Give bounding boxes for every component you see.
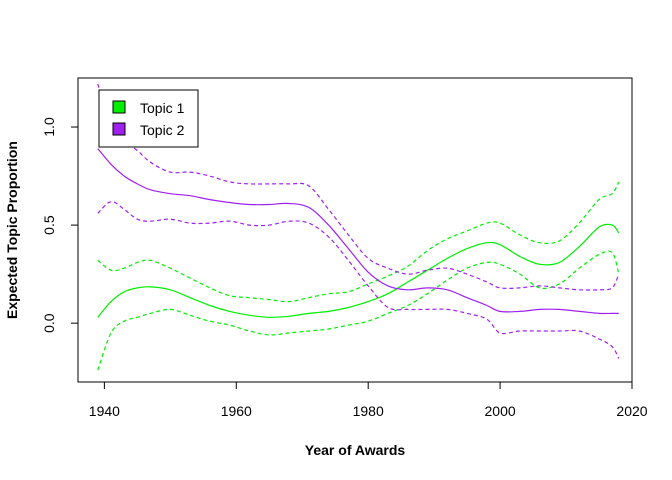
y-axis: 0.0 0.5 1.0 [41,117,79,333]
topic-1-upper-bound-line [97,181,620,303]
y-tick-label: 0.0 [41,313,57,333]
legend-swatch-topic-1 [112,100,126,114]
series-layer [97,83,620,371]
y-tick-label: 1.0 [41,117,57,137]
x-tick-label: 2020 [616,403,647,419]
x-tick-label: 1980 [353,403,384,419]
x-axis: 1940 1960 1980 2000 2020 [89,381,648,419]
legend-box [98,89,199,148]
legend: Topic 1 Topic 2 [98,89,199,148]
y-axis-title: Expected Topic Proportion [4,141,20,319]
topic-1-mean-line [97,223,620,318]
legend-swatch-topic-2 [112,122,126,136]
topic-1-lower-bound-line [97,250,620,371]
topic-2-mean-line [97,148,619,315]
topic-2-lower-bound-line [97,200,620,359]
x-axis-title: Year of Awards [305,442,406,458]
x-tick-label: 2000 [485,403,516,419]
x-tick-label: 1940 [89,403,120,419]
topic-2-upper-bound-line [97,83,620,291]
legend-label-topic-1: Topic 1 [140,100,185,116]
y-tick-label: 0.5 [41,215,57,235]
legend-label-topic-2: Topic 2 [140,122,185,138]
x-tick-label: 1960 [221,403,252,419]
